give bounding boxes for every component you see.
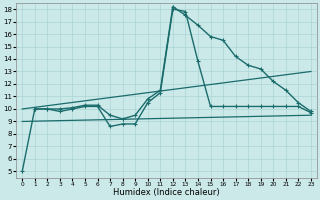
X-axis label: Humidex (Indice chaleur): Humidex (Indice chaleur) [113,188,220,197]
